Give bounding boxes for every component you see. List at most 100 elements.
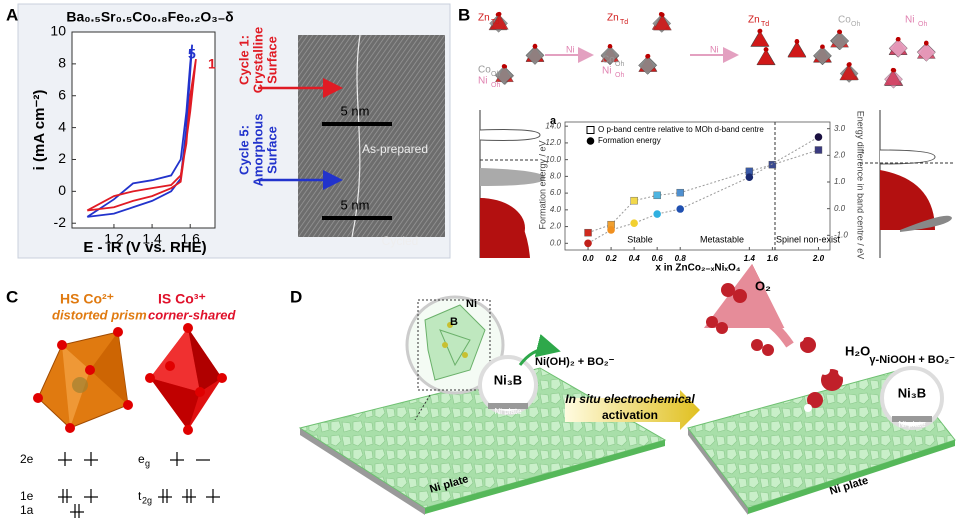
zoom-inset [405,295,561,421]
polyhedron [525,46,545,65]
y-tick-label: 6 [58,86,66,102]
plate-label: Ni plate [494,407,522,416]
y2-tick-label: 0.0 [834,204,846,213]
polyhedron [638,56,657,75]
y-tick-label: 2.0 [549,222,562,231]
x-tick-label: 1.6 [767,254,779,263]
tem-boundary [351,34,361,238]
legend-marker [586,137,595,145]
y-tick-label: 4.0 [550,205,562,214]
atom [757,28,763,34]
level-label: 1e [20,489,34,503]
structure-label-sub: Oh [615,61,624,68]
legend-label: 5 [188,46,196,62]
point [584,239,592,248]
annotation: Surface [264,36,279,84]
panel-label: A [6,5,18,24]
atom [660,12,665,17]
y-tick-label: 10 [50,23,66,39]
point [630,219,638,228]
y-tick-label: 14.0 [545,121,561,130]
annotation: Crystalline [250,27,265,93]
x-tick-label: 0.2 [606,254,618,263]
x-tick-label: 1.6 [180,231,200,247]
product-label: γ-NiOOH + BO₂⁻ [869,354,955,366]
atom [846,62,851,67]
point [676,188,684,197]
chart-label: a [550,115,557,127]
annotation: Cycled [382,234,419,248]
annotation: Amorphous [250,114,265,187]
chart-title: Ba₀.₅Sr₀.₅Co₀.₈Fe₀.₂O₃₋δ [66,9,233,25]
structure-label-sub: Oh [851,21,860,28]
cv-curve [86,58,197,212]
region-label: Stable [627,234,653,244]
molecule-label: H₂O [845,343,870,358]
y2-tick-label: -1.0 [834,230,848,239]
structure-label-sub: Td [620,19,628,26]
level-label: g [145,458,150,468]
x-axis-label: E - iR (V vs. RHE) [83,239,206,256]
point [607,226,615,234]
core-label: Ni₃B [494,372,522,387]
atom [763,47,769,52]
arrow-label: Ni [566,44,575,54]
title: IS Co³⁺ [158,291,206,307]
legend-label: Formation energy [598,136,661,145]
x-axis-label: x in ZnCo₂₋ₓNiₓO₄ [655,263,740,274]
y-tick-label: 10.0 [545,155,561,164]
y-axis-label: i (mA cm⁻²) [31,90,48,171]
y2-tick-label: 2.0 [833,150,846,159]
molecules [703,263,944,430]
polyhedron [653,14,672,31]
x-tick-label: 1.2 [104,231,124,247]
region-label: Spinel non-exist [776,234,841,244]
annotation: As-prepared [362,142,428,156]
y2-tick-label: 1.0 [834,177,846,186]
level-label: 1a [20,503,34,517]
point [630,196,638,205]
panel-label: B [458,5,470,24]
y-tick-label: 0 [58,182,66,198]
level-label: e [138,452,145,466]
scale-label: 5 nm [341,103,370,118]
structure-label: Ni [905,15,914,26]
activation-arrow [565,390,700,430]
polyhedron [600,45,620,65]
activation-label: In situ electrochemical [565,392,695,406]
point [653,191,661,200]
title: HS Co²⁺ [60,291,114,307]
structure-label: Ni [602,66,611,77]
y-tick-label: 6.0 [550,188,562,197]
y-tick-label: 4 [58,118,66,134]
legend-label: O p-band centre relative to MOh d-band c… [598,125,764,134]
structure-label: Zn [748,15,760,26]
core-label: Ni₃B [898,385,926,400]
structure-label: Co [838,15,851,26]
product-label: Ni(OH)₂ + BO₂⁻ [535,356,615,368]
panel-label: D [290,287,302,306]
annotation: Cycle 1: [236,35,251,85]
atom [645,54,650,59]
y-tick-label: 8.0 [550,171,562,180]
polyhedron [489,13,509,30]
polyhedra [33,323,227,435]
atom [890,67,896,73]
structure-label-sub: Td [761,21,769,28]
molecule-label: O₂ [755,278,771,293]
point [768,160,777,169]
y-tick-label: 2 [58,150,66,166]
polyhedron [883,69,903,86]
x-tick-label: 0.8 [675,254,687,263]
polyhedron [756,48,776,65]
polyhedron [889,38,908,58]
plate-label: Ni plate [898,420,926,429]
y-tick-label: -2 [54,214,67,230]
annotation: Surface [264,126,279,174]
atom [837,29,843,35]
legend-label: 1 [208,56,216,72]
tem-image [298,35,445,237]
atom [896,36,901,42]
polyhedron [839,64,859,81]
x-tick-label: 0.4 [629,254,641,263]
